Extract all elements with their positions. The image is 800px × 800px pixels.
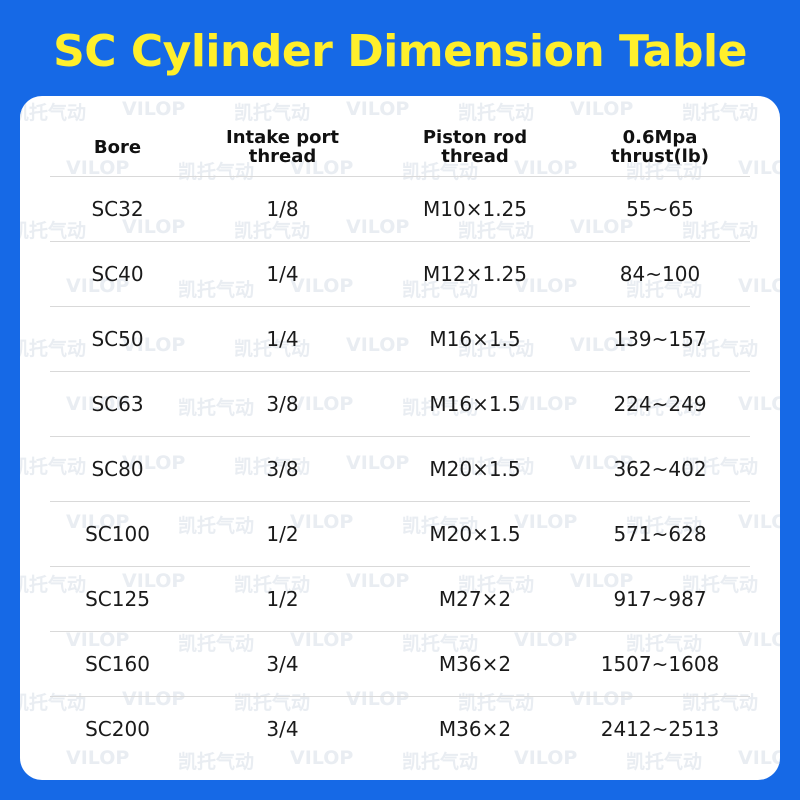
cell-thrust: 1507~1608 [570, 631, 750, 697]
cell-intake-port: 3/4 [185, 631, 380, 697]
cell-bore: SC32 [50, 176, 185, 242]
cell-intake-port: 1/2 [185, 501, 380, 567]
header-thrust-line1: 0.6Mpa [622, 127, 698, 148]
page-title: SC Cylinder Dimension Table [53, 26, 747, 77]
cell-bore: SC40 [50, 241, 185, 307]
cell-thrust: 571~628 [570, 501, 750, 567]
table-panel: 凯托气动VILOP凯托气动VILOP凯托气动VILOP凯托气动VILOP凯托气动… [20, 96, 780, 780]
cell-bore: SC80 [50, 436, 185, 502]
cell-thrust: 362~402 [570, 436, 750, 502]
header-bore-label: Bore [93, 136, 142, 158]
cell-intake-port: 1/4 [185, 241, 380, 307]
cell-thrust: 55~65 [570, 176, 750, 242]
header-piston-rod: Piston rod thread [380, 118, 570, 177]
table-row: SC160 3/4 M36×2 1507~1608 [50, 631, 750, 697]
cell-piston-rod: M20×1.5 [380, 501, 570, 567]
cell-intake-port: 1/8 [185, 176, 380, 242]
cell-piston-rod: M20×1.5 [380, 436, 570, 502]
cell-piston-rod: M27×2 [380, 566, 570, 632]
watermark-brand: VILOP [122, 98, 186, 120]
header-piston-rod-line1: Piston rod [422, 127, 528, 148]
header-piston-rod-line2: thread [441, 146, 509, 167]
cell-bore: SC50 [50, 306, 185, 372]
table-row: SC40 1/4 M12×1.25 84~100 [50, 241, 750, 307]
watermark-brand: VILOP [346, 98, 410, 120]
table-row: SC63 3/8 M16×1.5 224~249 [50, 371, 750, 437]
cell-intake-port: 3/4 [266, 717, 299, 741]
cell-piston-rod: M36×2 [380, 631, 570, 697]
table-row: SC100 1/2 M20×1.5 571~628 [50, 501, 750, 567]
cell-intake-port: 3/8 [185, 436, 380, 502]
cell-thrust: 84~100 [570, 241, 750, 307]
cell-piston-rod: M16×1.5 [380, 306, 570, 372]
cell-piston-rod: M36×2 [438, 717, 512, 741]
cell-thrust: 224~249 [570, 371, 750, 437]
cell-thrust: 139~157 [570, 306, 750, 372]
cell-piston-rod: M12×1.25 [380, 241, 570, 307]
header-thrust: 0.6Mpa thrust(lb) [570, 118, 750, 177]
cell-bore: SC160 [50, 631, 185, 697]
cell-piston-rod: M16×1.5 [380, 371, 570, 437]
cell-piston-rod: M10×1.25 [380, 176, 570, 242]
table-row: SC80 3/8 M20×1.5 362~402 [50, 436, 750, 502]
cell-bore: SC63 [50, 371, 185, 437]
header-bore: Bore [50, 118, 185, 177]
dimension-table: Bore Intake port thread Piston rod threa… [50, 118, 750, 761]
watermark-brand: VILOP [570, 98, 634, 120]
header-thrust-line2: thrust(lb) [611, 146, 709, 167]
table-row: SC200 3/4 M36×2 2412~2513 [50, 697, 750, 762]
header-intake-port-line2: thread [248, 146, 317, 167]
cell-thrust: 917~987 [570, 566, 750, 632]
table-header-row: Bore Intake port thread Piston rod threa… [50, 118, 750, 177]
header-intake-port-line1: Intake port [226, 127, 339, 148]
cell-thrust: 2412~2513 [600, 717, 720, 741]
cell-bore: SC200 [85, 717, 150, 741]
cell-intake-port: 1/4 [185, 306, 380, 372]
cell-intake-port: 3/8 [185, 371, 380, 437]
cell-bore: SC100 [50, 501, 185, 567]
table-row: SC32 1/8 M10×1.25 55~65 [50, 176, 750, 242]
table-row: SC125 1/2 M27×2 917~987 [50, 566, 750, 632]
table-row: SC50 1/4 M16×1.5 139~157 [50, 306, 750, 372]
header-intake-port: Intake port thread [185, 118, 380, 177]
cell-bore: SC125 [50, 566, 185, 632]
cell-intake-port: 1/2 [185, 566, 380, 632]
